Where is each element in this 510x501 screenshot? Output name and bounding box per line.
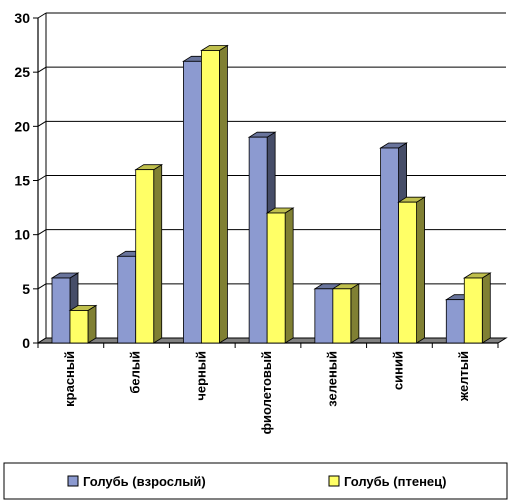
bar-front (117, 255, 137, 344)
y-tick-label: 10 (14, 227, 30, 243)
category-label: зеленый (325, 351, 340, 407)
gridline-side (37, 283, 47, 290)
bar-side (153, 163, 163, 344)
gridline-side (37, 175, 47, 181)
bar-side (87, 304, 97, 344)
bar (397, 196, 426, 344)
bar (265, 207, 295, 344)
y-tick-labels: 0 5 10 15 20 25 30 (14, 10, 38, 351)
y-tick-label: 20 (14, 118, 30, 134)
bar-front (183, 60, 202, 344)
gridline-side (37, 66, 47, 73)
bars (50, 44, 492, 344)
bar (462, 272, 492, 344)
category-label: белый (128, 351, 143, 394)
category-label: фиолетовый (259, 351, 274, 434)
bar-front (332, 288, 352, 344)
bar-front (51, 277, 71, 344)
bar-front (463, 277, 483, 344)
bar-side (219, 44, 228, 344)
category-label: красный (62, 351, 77, 407)
bar-front (266, 212, 286, 344)
bar-front (69, 310, 89, 344)
legend-swatch-chick (328, 475, 340, 487)
bar (134, 163, 164, 344)
y-tick-label: 0 (22, 335, 30, 351)
bar (68, 304, 98, 344)
y-tick-label: 30 (14, 10, 30, 26)
legend-label-chick: Голубь (птенец) (344, 474, 446, 489)
legend-swatch-adult (67, 475, 79, 487)
gridline-side (37, 229, 47, 236)
bar-front (201, 50, 220, 344)
legend: Голубь (взрослый) Голубь (птенец) (3, 462, 508, 500)
legend-label-adult: Голубь (взрослый) (83, 474, 206, 489)
bar-front (135, 169, 155, 344)
bar-front (314, 288, 334, 344)
bar-side (350, 283, 360, 344)
category-label: черный (193, 351, 208, 401)
bar-side (284, 207, 294, 344)
y-tick-label: 25 (14, 64, 30, 80)
category-labels: красный белый черный фиолетовый зеленый синий… (37, 343, 499, 434)
bar (331, 283, 361, 344)
bar-front (445, 299, 465, 344)
bar (200, 44, 229, 344)
bar-front (398, 201, 417, 344)
bar-side (416, 196, 425, 344)
gridline-side (37, 12, 47, 19)
category-label: желтый (456, 351, 471, 402)
category-label: синий (390, 351, 405, 390)
legend-box (3, 462, 508, 500)
bar-front (380, 147, 399, 344)
y-tick-label: 5 (22, 281, 30, 297)
y-tick-label: 15 (14, 173, 30, 189)
gridline-side (37, 120, 47, 127)
bar-side (481, 272, 491, 344)
bar-front (248, 136, 268, 344)
